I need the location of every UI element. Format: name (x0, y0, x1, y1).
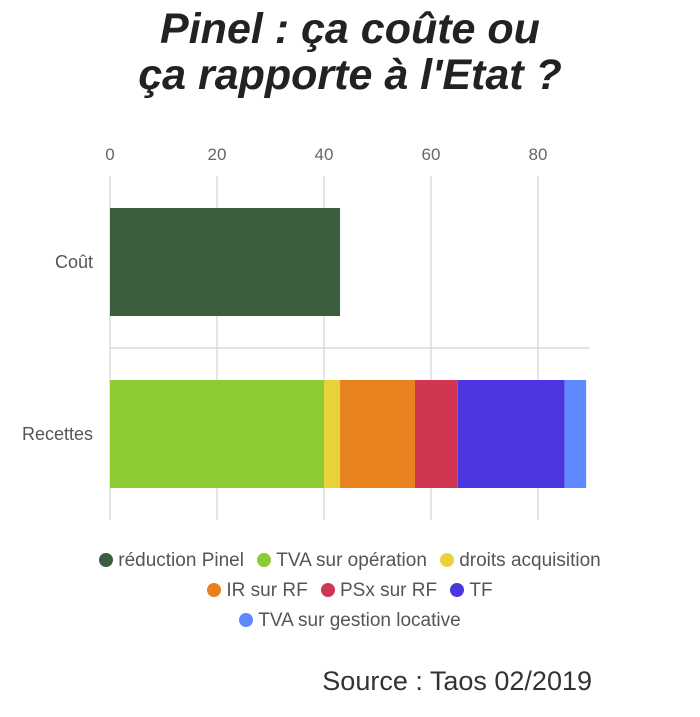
legend-dot (450, 583, 465, 597)
x-tick-label: 20 (208, 145, 227, 164)
legend-label: droits acquisition (459, 550, 601, 571)
legend-dot (257, 553, 272, 567)
bar-segment (457, 380, 565, 488)
legend-label: PSx sur RF (339, 580, 438, 601)
bar-segment (564, 380, 587, 488)
legend-dot (99, 553, 114, 567)
legend-label: réduction Pinel (118, 550, 244, 571)
legend-item-ir-rf: IR sur RF (207, 576, 308, 606)
bar-segment (340, 380, 415, 488)
legend-row: réduction Pinel TVA sur opération droits… (10, 546, 690, 576)
legend-label: IR sur RF (226, 580, 308, 601)
chart-legend: réduction Pinel TVA sur opération droits… (10, 546, 690, 636)
legend-row: IR sur RF PSx sur RF TF (10, 576, 690, 606)
chart-title-line-1: Pinel : ça coûte ou (160, 5, 540, 53)
x-tick-label: 0 (105, 145, 114, 164)
legend-row: TVA sur gestion locative (10, 606, 690, 636)
stacked-bar-chart: 0 20 40 60 80 Coût Recettes (22, 145, 590, 520)
bar-segment (324, 380, 341, 488)
legend-dot (440, 553, 455, 567)
legend-label: TVA sur gestion locative (258, 610, 461, 631)
bar-segment (414, 380, 458, 488)
bar-segment (110, 208, 341, 316)
legend-dot (239, 613, 254, 627)
legend-item-psx-rf: PSx sur RF (320, 576, 438, 606)
legend-dot (320, 583, 335, 597)
x-tick-label: 40 (315, 145, 334, 164)
legend-item-tva-gestion-locative: TVA sur gestion locative (239, 606, 461, 636)
x-tick-label: 60 (422, 145, 441, 164)
chart-title: Pinel : ça coûte ou ça rapporte à l'Etat… (0, 6, 700, 98)
legend-item-droits-acquisition: droits acquisition (440, 546, 601, 576)
legend-item-reduction-pinel: réduction Pinel (99, 546, 244, 576)
legend-item-tva-operation: TVA sur opération (257, 546, 427, 576)
bar-segment (110, 380, 324, 488)
legend-label: TF (469, 580, 493, 601)
category-label: Recettes (22, 424, 93, 444)
category-label: Coût (55, 252, 93, 272)
source-note: Source : Taos 02/2019 (322, 666, 592, 696)
legend-item-tf: TF (450, 576, 493, 606)
chart-title-line-2: ça rapporte à l'Etat ? (138, 51, 562, 99)
legend-dot (207, 583, 222, 597)
legend-label: TVA sur opération (276, 550, 427, 571)
x-tick-label: 80 (529, 145, 548, 164)
